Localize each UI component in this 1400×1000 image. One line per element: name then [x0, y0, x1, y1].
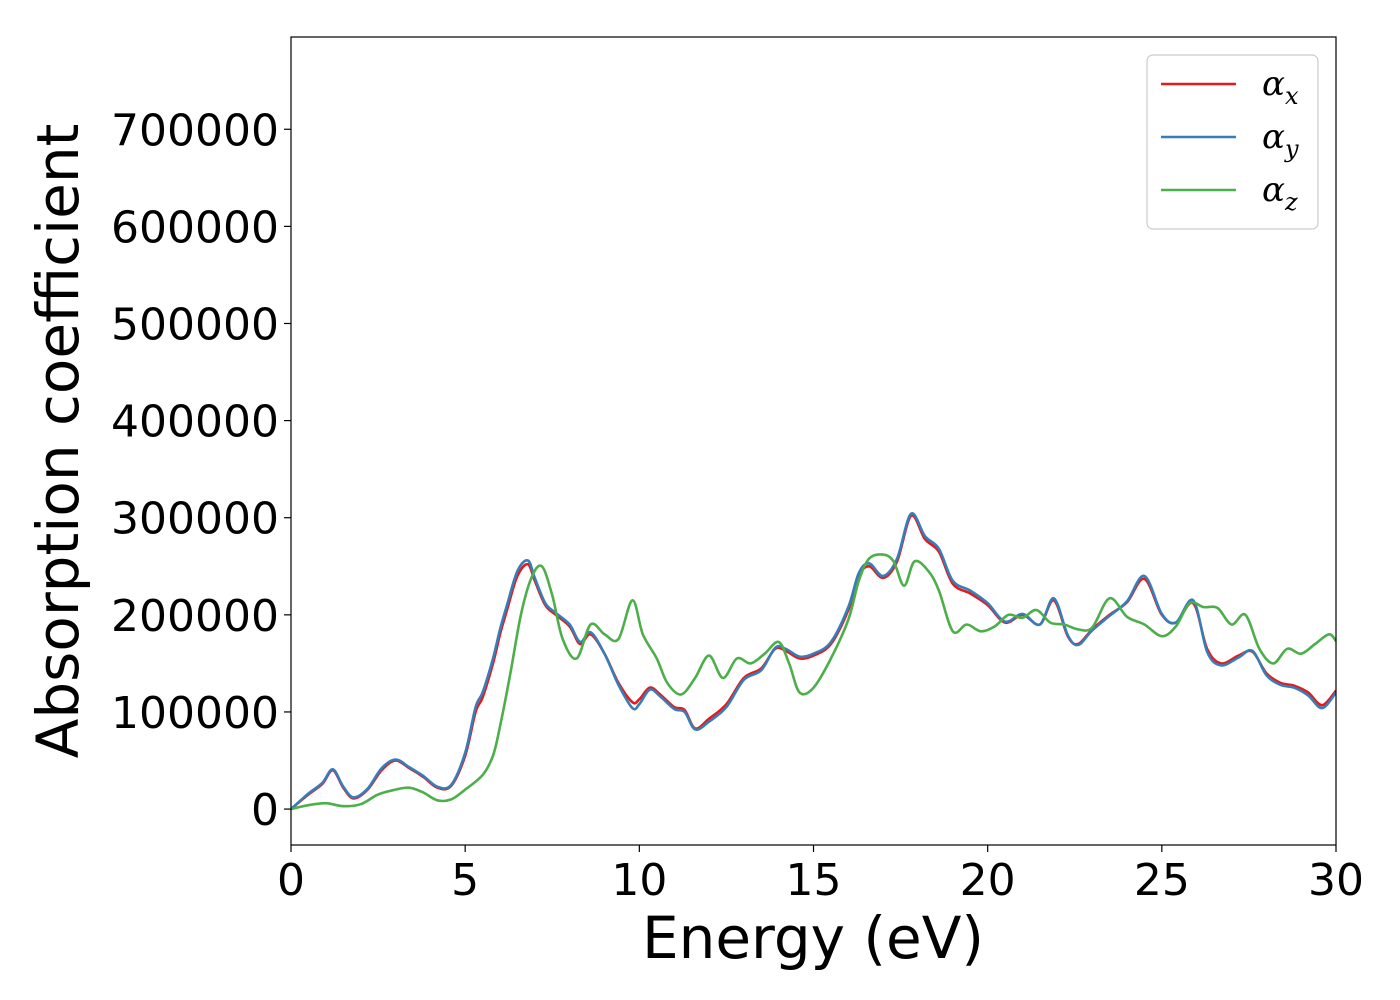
legend-label-main: α [1262, 170, 1285, 210]
legend-label-x: αx [1262, 64, 1299, 110]
legend-label-z: αz [1262, 170, 1298, 216]
x-tick-label: 10 [611, 855, 667, 906]
x-tick-label: 20 [960, 855, 1016, 906]
y-tick-label: 700000 [111, 105, 279, 156]
y-axis-title: Absorption coefficient [24, 124, 92, 759]
y-tick-label: 0 [251, 785, 279, 836]
y-tick-label: 500000 [111, 299, 279, 350]
x-tick-label: 30 [1308, 855, 1364, 906]
y-tick-label: 300000 [111, 494, 279, 545]
legend-frame [1146, 54, 1319, 230]
x-tick-label: 25 [1134, 855, 1190, 906]
y-tick-label: 400000 [111, 397, 279, 448]
legend-label-y: αy [1262, 117, 1299, 163]
y-tick-label: 100000 [111, 688, 279, 739]
y-axis: 0 100000 200000 300000 400000 500000 600000 700… [111, 105, 291, 836]
y-tick-label: 600000 [111, 202, 279, 253]
x-axis: 0 5 10 15 20 25 30 [277, 845, 1364, 906]
x-axis-title: Energy (eV) [642, 904, 984, 972]
x-tick-label: 15 [786, 855, 842, 906]
legend-label-subscript: x [1285, 82, 1299, 110]
series-layer [291, 512, 1336, 811]
legend-label-subscript: z [1284, 188, 1298, 216]
legend-label-main: α [1262, 64, 1285, 104]
x-tick-label: 5 [451, 855, 479, 906]
y-tick-label: 200000 [111, 591, 279, 642]
legend-label-subscript: y [1284, 135, 1299, 163]
legend-label-main: α [1262, 117, 1285, 157]
series-line-z [291, 553, 1336, 811]
x-tick-label: 0 [277, 855, 305, 906]
series-line-y [291, 512, 1336, 811]
